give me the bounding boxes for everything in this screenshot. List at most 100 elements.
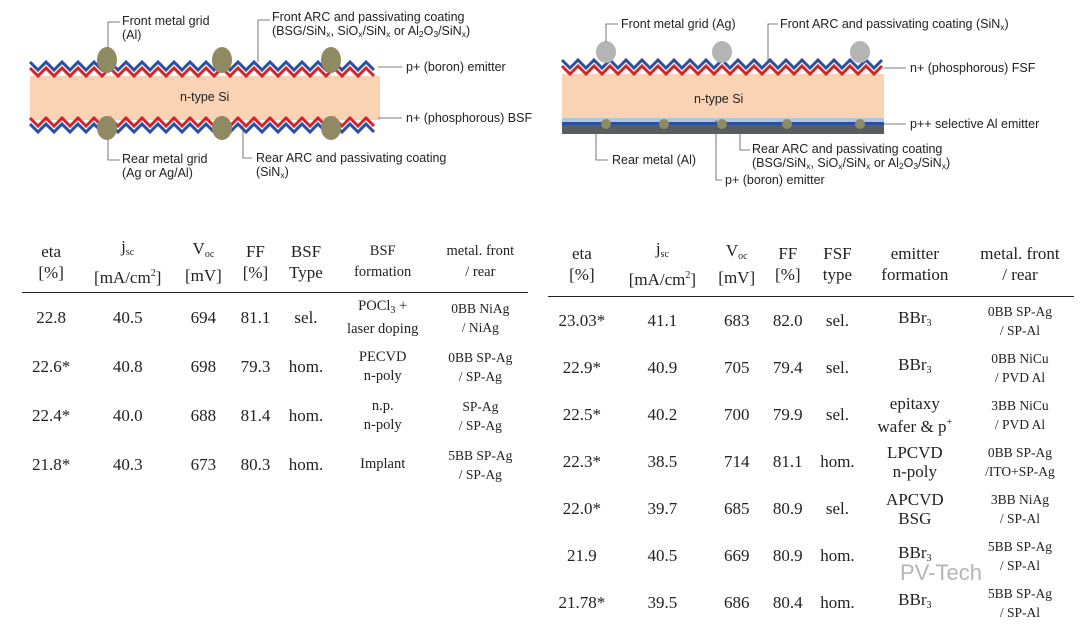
left-rear-grid-finger	[97, 116, 117, 140]
right-rear-metal-label: Rear metal (Al)	[612, 153, 696, 167]
table-cell: sel.	[811, 485, 864, 532]
header-ff: FF[%]	[232, 232, 280, 293]
table-cell: 22.8	[22, 293, 80, 343]
table-cell: 23.03*	[548, 297, 616, 345]
table-cell: 81.1	[764, 438, 811, 485]
table-cell: 5BB SP-Ag/ SP-Al	[966, 532, 1074, 579]
left-rear-arc-label: Rear ARC and passivating coating (SiNx)	[256, 151, 446, 182]
header-voc: Voc[mV]	[709, 232, 764, 297]
table-cell: 39.7	[616, 485, 709, 532]
table-cell: 705	[709, 344, 764, 391]
table-cell: 0BB SP-Ag/ITO+SP-Ag	[966, 438, 1074, 485]
leader-line	[596, 130, 608, 160]
header-jsc: jsc[mA/cm2]	[80, 232, 175, 293]
table-cell: 5BB SP-Ag/ SP-Al	[966, 579, 1074, 626]
left-rear-grid-finger	[212, 116, 232, 140]
table-cell: 673	[175, 440, 231, 489]
leader-line	[768, 24, 778, 62]
table-cell: sel.	[811, 391, 864, 438]
right-al-emitter-dot	[601, 119, 611, 129]
table-cell: 0BB SP-Ag/ SP-Ag	[433, 342, 528, 391]
table-cell: 0BB NiAg/ NiAg	[433, 293, 528, 343]
table-cell: 3BB NiAg/ SP-Al	[966, 485, 1074, 532]
table-cell: 80.4	[764, 579, 811, 626]
leader-line	[258, 20, 270, 62]
header-eta: eta[%]	[548, 232, 616, 297]
right-al-emitter-dot	[717, 119, 727, 129]
left-rear-arc-line2: (SiNx)	[256, 165, 289, 179]
table-cell: 82.0	[764, 297, 811, 345]
right-front-grid-label: Front metal grid (Ag)	[621, 17, 736, 31]
leader-line	[606, 24, 618, 42]
table-cell: 22.4*	[22, 391, 80, 440]
table-cell: 698	[175, 342, 231, 391]
table-cell: 80.9	[764, 485, 811, 532]
table-cell: 694	[175, 293, 231, 343]
table-cell: sel.	[811, 297, 864, 345]
table-cell: 0BB SP-Ag/ SP-Al	[966, 297, 1074, 345]
table-cell: POCl3 +laser doping	[333, 293, 433, 343]
leader-line	[108, 140, 120, 160]
right-fsf-layer	[562, 66, 882, 74]
left-rear-grid-finger	[321, 116, 341, 140]
table-cell: 79.9	[764, 391, 811, 438]
table-cell: 21.78*	[548, 579, 616, 626]
left-bulk-label: n-type Si	[180, 90, 229, 104]
left-rear-grid-line1: Rear metal grid	[122, 152, 207, 166]
table-cell: 81.1	[232, 293, 280, 343]
table-cell: 686	[709, 579, 764, 626]
table-cell: 40.2	[616, 391, 709, 438]
table-cell: hom.	[811, 438, 864, 485]
jsc-unit: [mA/cm2]	[94, 268, 161, 287]
left-rear-grid-label: Rear metal grid (Ag or Ag/Al)	[122, 152, 207, 180]
right-fsf-label: n+ (phosphorous) FSF	[910, 61, 1035, 75]
table-cell: 39.5	[616, 579, 709, 626]
left-rear-grid-line2: (Ag or Ag/Al)	[122, 166, 193, 180]
table-cell: 22.9*	[548, 344, 616, 391]
table-cell: BBr3	[864, 579, 966, 626]
table-cell: 40.5	[80, 293, 175, 343]
table-cell: 40.3	[80, 440, 175, 489]
table-cell: 40.0	[80, 391, 175, 440]
table-cell: sel.	[279, 293, 333, 343]
table-cell: 38.5	[616, 438, 709, 485]
right-front-grid-finger	[712, 41, 732, 63]
right-al-emitter-dot	[659, 119, 669, 129]
table-cell: 22.0*	[548, 485, 616, 532]
table-cell: 669	[709, 532, 764, 579]
table-cell: 80.3	[232, 440, 280, 489]
table-cell: Implant	[333, 440, 433, 489]
right-al-emitter-dot	[855, 119, 865, 129]
header-eta: eta[%]	[22, 232, 80, 293]
table-cell: hom.	[279, 440, 333, 489]
table-cell: 40.9	[616, 344, 709, 391]
left-front-grid-finger	[212, 47, 232, 73]
left-front-grid-label: Front metal grid (Al)	[122, 14, 210, 42]
table-cell: 41.1	[616, 297, 709, 345]
table-cell: hom.	[811, 532, 864, 579]
jsc-unit: [mA/cm2]	[629, 270, 696, 289]
table-cell: SP-Ag/ SP-Ag	[433, 391, 528, 440]
left-front-grid-line1: Front metal grid	[122, 14, 210, 28]
left-emitter-label: p+ (boron) emitter	[406, 60, 506, 74]
right-rear-arc-label: Rear ARC and passivating coating (BSG/Si…	[752, 142, 950, 173]
left-front-arc-label: Front ARC and passivating coating (BSG/S…	[272, 10, 470, 41]
table-cell: 0BB NiCu/ PVD Al	[966, 344, 1074, 391]
